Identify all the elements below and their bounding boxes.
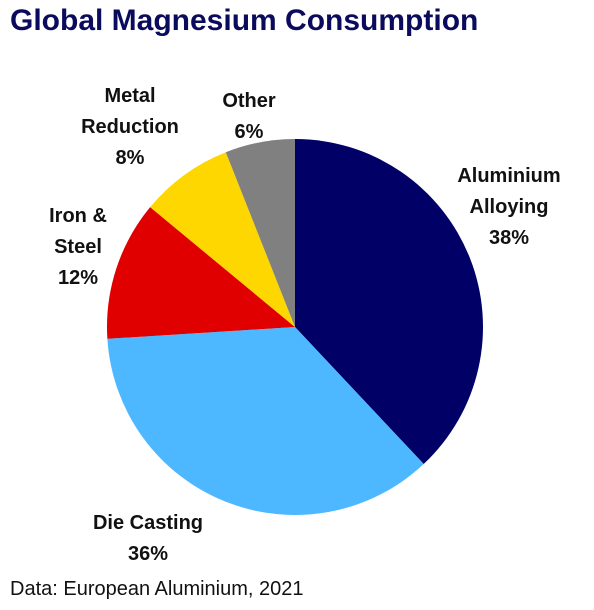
slice-label: Metal Reduction 8%: [81, 81, 179, 174]
slice-label: Die Casting 36%: [93, 508, 203, 570]
slice-label-value: 38%: [488, 227, 530, 249]
pie-slices: [106, 139, 483, 515]
slice-label: Iron & Steel 12%: [49, 201, 107, 294]
slice-label-value: 36%: [127, 543, 169, 565]
pie-slice: [106, 207, 295, 339]
slice-label-value: 6%: [234, 121, 264, 143]
pie-slice: [150, 152, 295, 327]
slice-label-name: Iron &: [49, 205, 107, 227]
slice-label: Other 6%: [222, 86, 275, 148]
slice-label-name: Die Casting: [92, 512, 204, 534]
slice-label-name: Steel: [54, 236, 102, 258]
slice-label-name: Aluminium: [457, 165, 561, 187]
pie-slice: [295, 139, 483, 465]
chart-title: Global Magnesium Consumption: [10, 4, 479, 37]
slice-label-value: 8%: [115, 147, 145, 169]
slice-label-name: Reduction: [81, 116, 179, 138]
source-note: Data: European Aluminium, 2021: [10, 578, 304, 600]
slice-label-name: Alloying: [469, 196, 549, 218]
pie-slice: [107, 327, 424, 515]
slice-label: Aluminium Alloying 38%: [457, 161, 560, 254]
pie-slice: [225, 139, 295, 327]
slice-label-name: Other: [222, 90, 276, 112]
slice-label-value: 12%: [57, 267, 99, 289]
slice-label-name: Metal: [104, 85, 156, 107]
